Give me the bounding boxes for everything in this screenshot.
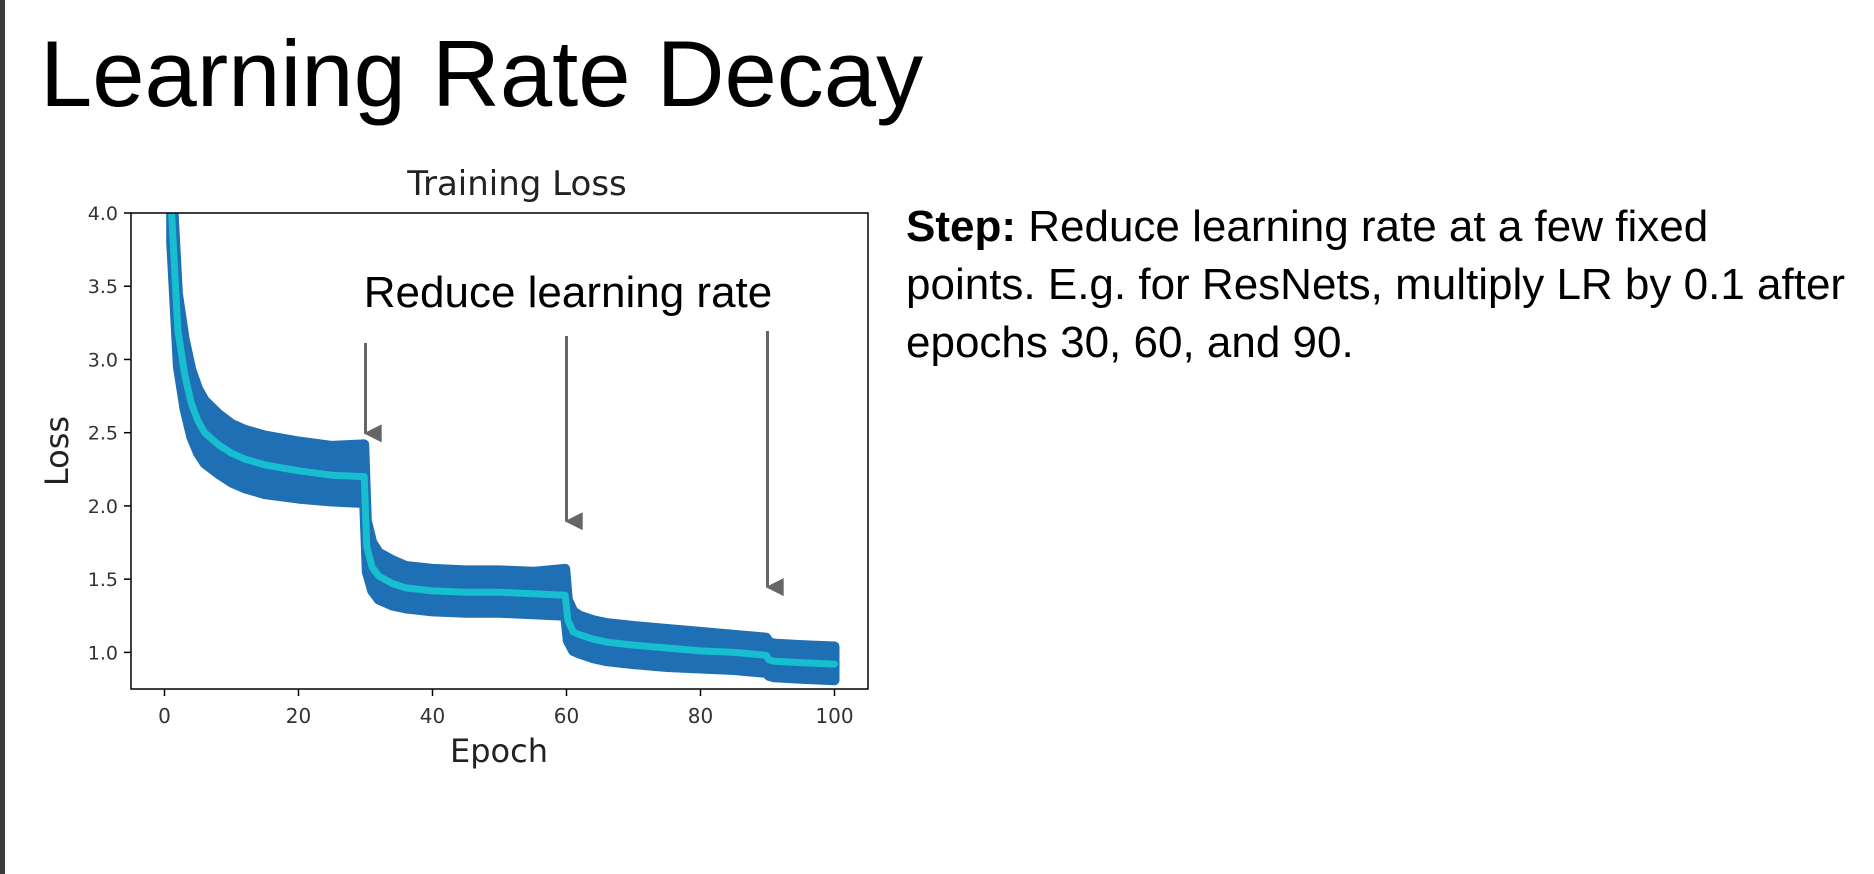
- plot-frame: [130, 212, 869, 690]
- x-tick-label: 80: [688, 704, 713, 728]
- x-tick-label: 40: [420, 704, 445, 728]
- training-loss-chart: Training Loss 0 20 40 60 80 100 1.0 1.5 2.0 2.5 3.…: [38, 164, 869, 770]
- y-tick-label: 2.0: [88, 496, 118, 518]
- y-tick-label: 4.0: [88, 203, 118, 225]
- smoothed-loss-line: [168, 213, 838, 668]
- slide-left-border: [0, 0, 5, 874]
- y-axis-label: Loss: [38, 416, 76, 486]
- annotation-text: Reduce learning rate: [364, 268, 772, 317]
- step-label: Step:: [906, 202, 1016, 251]
- y-tick-label: 1.5: [88, 569, 118, 591]
- x-tick-label: 20: [286, 704, 311, 728]
- step-text: Reduce learning rate at a few fixed poin…: [906, 202, 1846, 367]
- chart-title: Training Loss: [406, 164, 627, 204]
- raw-loss-band: [166, 213, 840, 686]
- x-tick-label: 100: [815, 704, 853, 728]
- y-tick-label: 3.0: [88, 349, 118, 371]
- x-tick-label: 0: [158, 704, 171, 728]
- x-axis-label: Epoch: [450, 732, 548, 770]
- step-description: Step: Reduce learning rate at a few fixe…: [906, 198, 1846, 372]
- x-tick-label: 60: [554, 704, 579, 728]
- slide-title: Learning Rate Decay: [40, 21, 924, 126]
- y-tick-label: 2.5: [88, 423, 118, 445]
- y-tick-label: 1.0: [88, 642, 118, 664]
- y-tick-label: 3.5: [88, 276, 118, 298]
